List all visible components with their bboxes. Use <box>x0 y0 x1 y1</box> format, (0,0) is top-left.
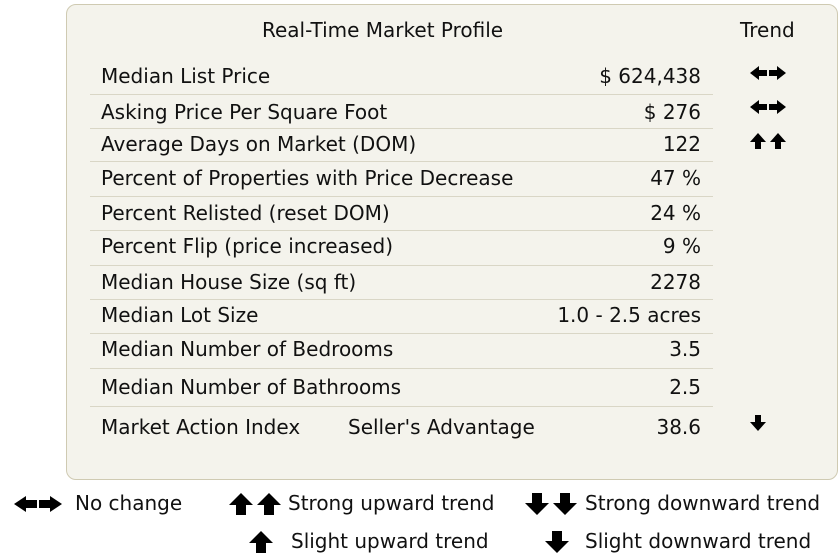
row-label: Median House Size (sq ft) <box>101 270 357 294</box>
row-value: 1.0 - 2.5 acres <box>557 303 701 327</box>
double-up-arrow-icon <box>748 132 794 154</box>
double-horizontal-arrow-icon <box>748 64 794 86</box>
row-value: 122 <box>662 132 701 156</box>
row-label: Median Number of Bathrooms <box>101 375 402 399</box>
market-action-status: Seller's Advantage <box>348 415 535 439</box>
row-separator <box>90 299 713 300</box>
row-label: Percent of Properties with Price Decreas… <box>101 166 514 190</box>
row-value: 2.5 <box>669 375 701 399</box>
down-arrow-icon <box>748 414 794 436</box>
row-label: Median Number of Bedrooms <box>101 337 394 361</box>
row-label: Percent Flip (price increased) <box>101 234 394 258</box>
double-horizontal-arrow-icon <box>12 494 64 514</box>
market-profile-panel <box>66 4 838 480</box>
row-value: 9 % <box>662 234 701 258</box>
up-arrow-icon <box>248 530 274 554</box>
row-separator <box>90 94 713 95</box>
row-separator <box>90 368 713 369</box>
row-separator <box>90 161 713 162</box>
row-value: 24 % <box>650 201 701 225</box>
legend-no-change: No change <box>75 491 183 515</box>
down-arrow-icon <box>544 530 570 554</box>
legend-slight-upward: Slight upward trend <box>291 529 489 553</box>
panel-title: Real-Time Market Profile <box>262 18 504 42</box>
row-separator <box>90 406 713 407</box>
row-value: 38.6 <box>656 415 701 439</box>
row-value: 47 % <box>650 166 701 190</box>
row-separator <box>90 265 713 266</box>
row-value: $ 624,438 <box>599 64 701 88</box>
row-label: Percent Relisted (reset DOM) <box>101 201 390 225</box>
row-value: 2278 <box>650 270 701 294</box>
row-separator <box>90 333 713 334</box>
trend-column-header: Trend <box>740 18 795 42</box>
legend-strong-downward: Strong downward trend <box>585 491 821 515</box>
row-value: $ 276 <box>643 100 701 124</box>
row-separator <box>90 128 713 129</box>
row-value: 3.5 <box>669 337 701 361</box>
row-label: Market Action Index <box>101 415 301 439</box>
double-up-arrow-icon <box>228 492 284 516</box>
double-horizontal-arrow-icon <box>748 98 794 120</box>
row-separator <box>90 196 713 197</box>
row-label: Average Days on Market (DOM) <box>101 132 417 156</box>
double-down-arrow-icon <box>524 492 580 516</box>
legend-slight-downward: Slight downward trend <box>585 529 812 553</box>
row-label: Asking Price Per Square Foot <box>101 100 388 124</box>
legend-strong-upward: Strong upward trend <box>288 491 495 515</box>
row-separator <box>90 230 713 231</box>
row-label: Median Lot Size <box>101 303 259 327</box>
row-label: Median List Price <box>101 64 271 88</box>
